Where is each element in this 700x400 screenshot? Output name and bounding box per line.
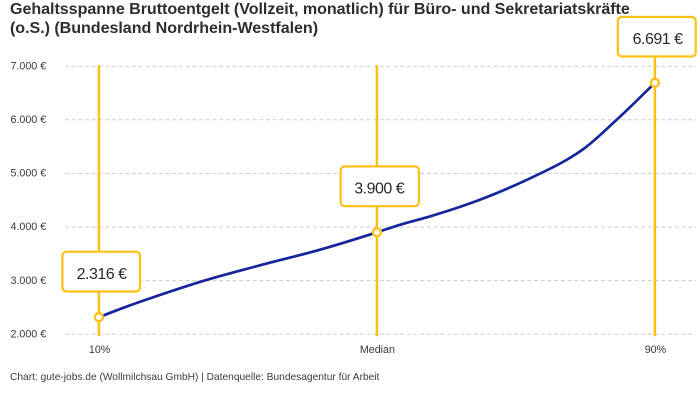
svg-text:5.000 €: 5.000 € <box>11 168 47 180</box>
svg-text:7.000 €: 7.000 € <box>11 60 47 72</box>
svg-text:4.000 €: 4.000 € <box>11 221 47 233</box>
svg-text:90%: 90% <box>645 344 667 356</box>
svg-text:2.000 €: 2.000 € <box>11 328 47 340</box>
svg-text:Median: Median <box>360 344 395 356</box>
svg-text:2.316 €: 2.316 € <box>77 266 127 283</box>
svg-text:6.691 €: 6.691 € <box>633 31 683 48</box>
svg-text:10%: 10% <box>89 344 111 356</box>
svg-text:3.900 €: 3.900 € <box>354 180 404 197</box>
svg-text:3.000 €: 3.000 € <box>11 275 47 287</box>
svg-text:6.000 €: 6.000 € <box>11 114 47 126</box>
